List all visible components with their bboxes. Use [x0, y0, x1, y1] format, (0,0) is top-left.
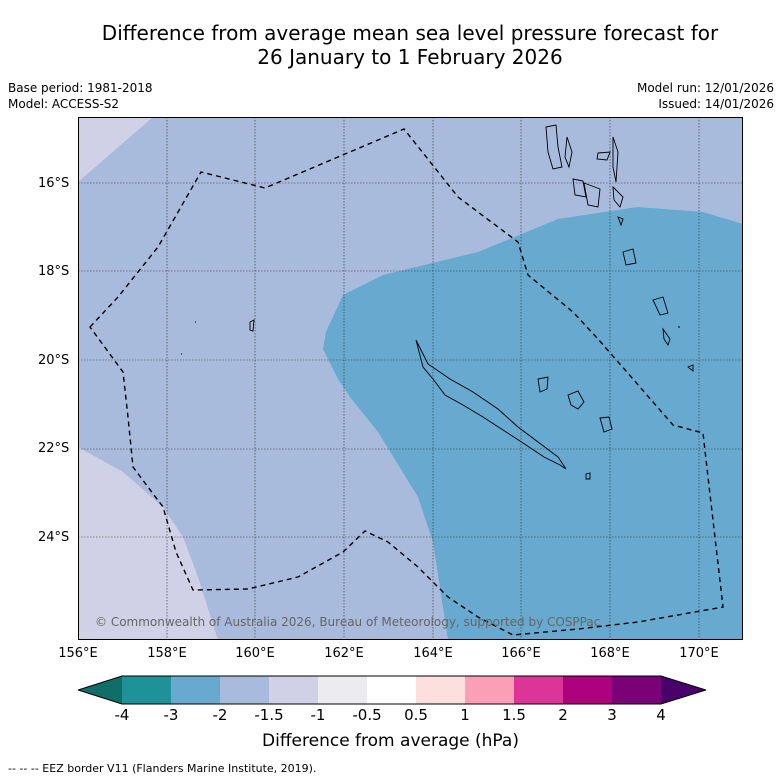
colorbar-bin — [514, 676, 563, 704]
pressure-map: © Commonwealth of Australia 2026, Bureau… — [78, 117, 743, 640]
colorbar-bin — [171, 676, 220, 704]
colorbar-extend-low — [78, 676, 122, 704]
colorbar-extend-high — [661, 676, 706, 704]
lon-label-166e: 166°E — [501, 646, 541, 661]
coastlines — [181, 124, 694, 480]
colorbar-bin — [318, 676, 367, 704]
colorbar — [78, 675, 706, 705]
lat-label-16s: 16°S — [38, 176, 70, 191]
colorbar-tick: -1 — [310, 706, 326, 724]
map-title-line2: 26 January to 1 February 2026 — [257, 45, 563, 69]
lon-label-164e: 164°E — [413, 646, 453, 661]
lat-label-22s: 22°S — [38, 441, 70, 456]
colorbar-bin — [416, 676, 465, 704]
small-islets — [181, 319, 680, 355]
colorbar-bin — [612, 676, 661, 704]
colorbar-bin — [122, 676, 171, 704]
model-name: Model: ACCESS-S2 — [8, 97, 120, 111]
colorbar-tick: 1.5 — [502, 706, 526, 724]
colorbar-tick: 3 — [607, 706, 617, 724]
zone-minus1.5-1-nw — [78, 117, 153, 182]
lon-label-170e: 170°E — [679, 646, 719, 661]
colorbar-tick: -4 — [114, 706, 130, 724]
colorbar-tick: 2 — [558, 706, 568, 724]
colorbar-tick: 1 — [460, 706, 470, 724]
map-title-line1: Difference from average mean sea level p… — [101, 21, 719, 45]
lat-label-18s: 18°S — [38, 264, 70, 279]
zone-minus3-2 — [323, 207, 743, 640]
colorbar-tick: -3 — [163, 706, 179, 724]
colorbar-outline — [78, 675, 706, 705]
base-period: Base period: 1981-2018 — [8, 81, 153, 95]
colorbar-tick: 4 — [656, 706, 666, 724]
colorbar-label: Difference from average (hPa) — [262, 731, 519, 751]
colorbar-bin — [269, 676, 318, 704]
lon-label-156e: 156°E — [58, 646, 98, 661]
new-caledonia-coast — [415, 339, 567, 470]
loyalty-islands-coast — [537, 376, 613, 480]
meta-left: Base period: 1981-2018 Model: ACCESS-S2 — [8, 80, 153, 112]
colorbar-tick: -0.5 — [352, 706, 382, 724]
colorbar-bin — [563, 676, 612, 704]
meta-right: Model run: 12/01/2026 Issued: 14/01/2026 — [637, 80, 774, 112]
eez-legend-note: -- -- -- EEZ border V11 (Flanders Marine… — [8, 762, 317, 775]
colorbar-bin — [465, 676, 514, 704]
lat-label-20s: 20°S — [38, 353, 70, 368]
model-run: Model run: 12/01/2026 — [636, 81, 774, 95]
colorbar-bin — [367, 676, 416, 704]
issued-date: Issued: 14/01/2026 — [658, 97, 774, 111]
colorbar-tick: 0.5 — [404, 706, 428, 724]
colorbar-tick: -1.5 — [254, 706, 284, 724]
map-frame — [78, 117, 743, 640]
zone-minus1.5-1-sw — [78, 447, 218, 640]
eez-border — [89, 128, 724, 636]
lon-label-160e: 160°E — [235, 646, 275, 661]
vanuatu-coast — [545, 124, 694, 372]
graticule — [78, 117, 743, 640]
lon-label-168e: 168°E — [590, 646, 630, 661]
colorbar-tick: -2 — [212, 706, 228, 724]
copyright-text: © Commonwealth of Australia 2026, Bureau… — [95, 615, 600, 629]
colorbar-bin — [220, 676, 269, 704]
lon-label-158e: 158°E — [147, 646, 187, 661]
lon-label-162e: 162°E — [324, 646, 364, 661]
lat-label-24s: 24°S — [38, 530, 70, 545]
